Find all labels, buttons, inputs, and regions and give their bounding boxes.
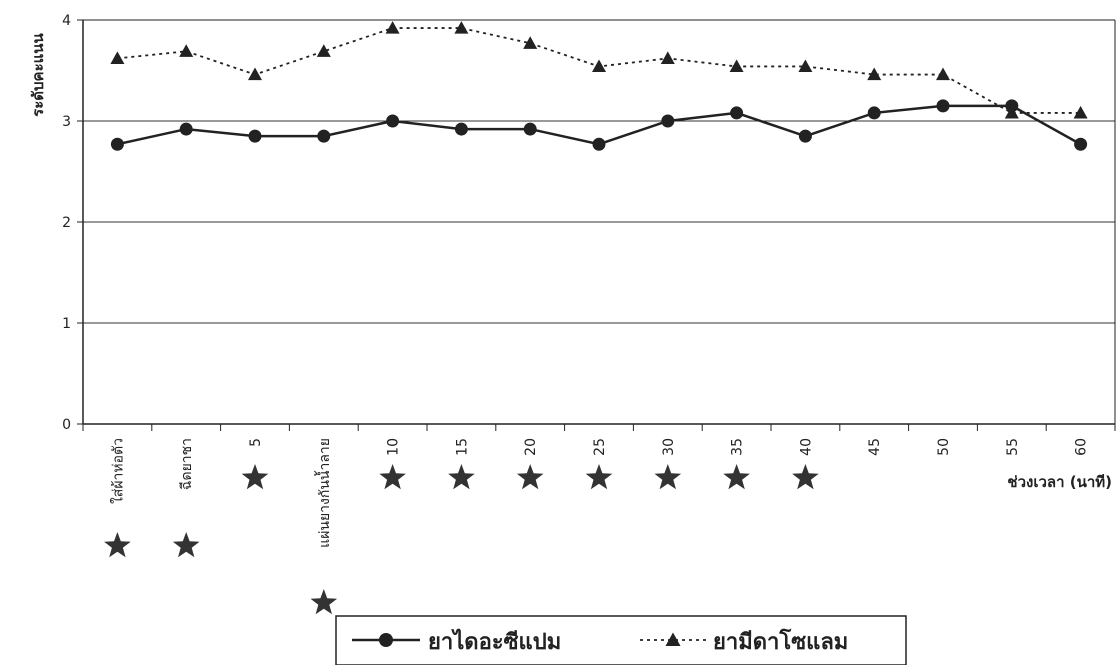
x-tick-label: 55 [1005, 438, 1021, 456]
x-tick-label: 45 [867, 438, 883, 456]
y-tick-label: 4 [62, 13, 71, 29]
star-icon [448, 464, 475, 490]
data-point-circle [454, 122, 468, 136]
x-tick-label: 20 [523, 438, 539, 456]
x-tick-label: 10 [386, 438, 402, 456]
x-tick-label: ฉีดยาชา [179, 438, 195, 490]
x-tick-label: 25 [592, 438, 608, 456]
x-tick-label: 15 [454, 438, 470, 456]
legend-swatch-circle [379, 633, 393, 647]
star-icon [585, 464, 613, 490]
legend: ยาไดอะซีแปม ยามีดาโซแลม [335, 615, 907, 665]
data-point-triangle [660, 51, 675, 64]
axis-layer: 0 1 2 3 4 ใส่ผ้าห่อตัว ฉีดยาชา 5 แผ่นยางกันน้ำลา… [62, 13, 1116, 548]
data-point-triangle [1073, 105, 1088, 119]
legend-label-midazolam: ยามีดาโซแลม [713, 628, 848, 655]
data-point-triangle [798, 59, 813, 73]
x-tick-label: 50 [936, 438, 952, 456]
data-point-circle [110, 137, 124, 151]
data-point-circle [661, 114, 675, 128]
data-point-circle [317, 129, 331, 143]
data-point-triangle [592, 59, 606, 73]
data-point-circle [1005, 99, 1019, 113]
star-icon [310, 589, 338, 615]
x-tick-label: แผ่นยางกันน้ำลาย [314, 438, 333, 548]
data-point-triangle [248, 67, 262, 81]
data-point-triangle [179, 44, 194, 57]
data-point-triangle [1004, 105, 1019, 119]
star-icon [654, 464, 682, 490]
data-point-circle [798, 129, 812, 143]
x-tick-label: 35 [730, 438, 746, 456]
data-point-triangle [936, 67, 950, 81]
x-tick-label: ใส่ผ้าห่อตัว [109, 438, 126, 504]
x-tick-label: 5 [248, 438, 264, 447]
x-tick-label: 60 [1074, 438, 1090, 456]
y-axis-title: ระดับคะแนน [29, 32, 47, 116]
y-tick-label: 2 [62, 215, 71, 231]
y-tick-label: 1 [62, 316, 71, 332]
data-point-circle [523, 122, 537, 136]
legend-label-diazepam: ยาไดอะซีแปม [428, 628, 561, 655]
data-point-triangle [454, 21, 469, 34]
y-tick-label: 0 [62, 417, 71, 433]
data-point-circle [248, 129, 262, 143]
star-icon [241, 464, 269, 490]
data-point-triangle [385, 21, 400, 34]
star-icon [516, 464, 544, 490]
data-point-triangle [729, 59, 744, 73]
data-point-circle [179, 122, 193, 136]
data-point-circle [386, 114, 400, 128]
x-tick-label: 30 [661, 438, 677, 456]
data-point-triangle [110, 51, 125, 64]
star-icon [792, 464, 819, 490]
star-icon [723, 464, 750, 490]
x-axis-title: ช่วงเวลา (นาที) [1007, 473, 1112, 491]
data-point-triangle [316, 44, 331, 57]
data-point-circle [936, 99, 950, 113]
star-icon [172, 532, 200, 558]
series-layer [110, 21, 1088, 151]
legend-swatch-triangle [665, 632, 681, 646]
data-point-circle [1074, 137, 1088, 151]
data-point-circle [867, 106, 881, 120]
star-icon [379, 464, 406, 490]
data-point-triangle [523, 36, 538, 49]
legend-box [335, 615, 907, 665]
star-marker-layer [104, 464, 819, 615]
x-tick-label: 40 [798, 438, 814, 456]
y-tick-label: 3 [62, 114, 71, 130]
data-point-circle [730, 106, 744, 120]
star-icon [104, 532, 131, 558]
data-point-triangle [867, 67, 882, 81]
data-point-circle [592, 137, 606, 151]
